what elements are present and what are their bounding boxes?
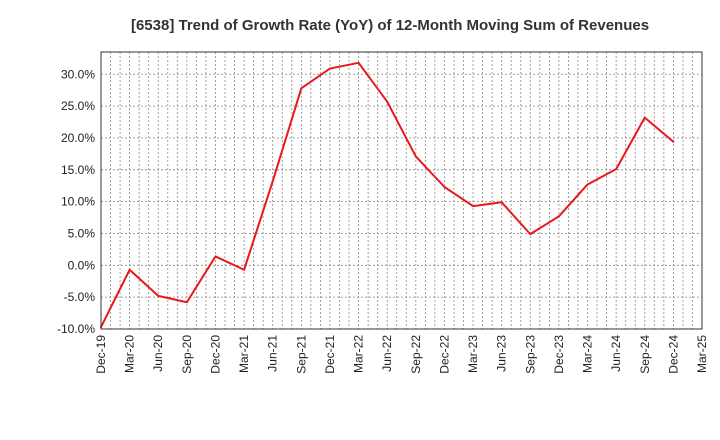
y-tick-label: 5.0% [68, 226, 96, 240]
data-point [672, 140, 675, 143]
x-axis: Dec-19 Mar-20 Jun-20 Sep-20 Dec-20 Mar-21 Jun-… [94, 335, 709, 374]
x-tick-label: Mar-20 [123, 335, 137, 373]
x-tick-label: Sep-21 [294, 335, 308, 374]
x-tick-label: Sep-23 [523, 335, 537, 374]
data-point [443, 185, 446, 188]
x-tick-label: Sep-24 [638, 335, 652, 374]
x-tick-label: Mar-25 [695, 335, 709, 373]
x-tick-label: Jun-24 [609, 335, 623, 372]
y-tick-label: 20.0% [61, 131, 95, 145]
x-tick-label: Dec-21 [323, 335, 337, 374]
chart-title: [6538] Trend of Growth Rate (YoY) of 12-… [131, 17, 649, 34]
data-point [214, 255, 217, 258]
x-tick-label: Dec-20 [208, 335, 222, 374]
x-tick-label: Mar-22 [352, 335, 366, 373]
y-axis: -10.0% -5.0% 0.0% 5.0% 10.0% 15.0% 20.0% 25.0% 3… [57, 67, 95, 336]
x-tick-label: Dec-23 [552, 335, 566, 374]
data-point [386, 100, 389, 103]
plot-frame [100, 51, 703, 330]
data-point [157, 294, 160, 297]
data-point [271, 180, 274, 183]
data-point [529, 233, 532, 236]
grid-lines [101, 52, 702, 330]
data-point [586, 183, 589, 186]
x-tick-label: Dec-24 [666, 335, 680, 374]
y-tick-label: 15.0% [61, 163, 95, 177]
x-tick-label: Jun-20 [151, 335, 165, 372]
y-tick-label: 30.0% [61, 67, 95, 81]
x-tick-label: Mar-24 [581, 335, 595, 373]
y-tick-label: 25.0% [61, 99, 95, 113]
y-tick-label: -10.0% [57, 322, 95, 336]
data-point [243, 268, 246, 271]
data-point [414, 155, 417, 158]
data-point [615, 168, 618, 171]
data-point [328, 67, 331, 70]
data-point [643, 116, 646, 119]
data-point [185, 301, 188, 304]
x-tick-label: Dec-19 [94, 335, 108, 374]
x-tick-label: Sep-22 [409, 335, 423, 374]
x-tick-label: Sep-20 [180, 335, 194, 374]
x-tick-label: Dec-22 [437, 335, 451, 374]
data-point [300, 87, 303, 90]
y-tick-label: 10.0% [61, 195, 95, 209]
x-tick-label: Jun-23 [495, 335, 509, 372]
x-tick-label: Mar-21 [237, 335, 251, 373]
data-point [472, 205, 475, 208]
data-point [557, 215, 560, 218]
data-point [128, 268, 131, 271]
data-point [500, 201, 503, 204]
y-tick-label: 0.0% [68, 258, 96, 272]
x-tick-label: Jun-22 [380, 335, 394, 372]
x-tick-label: Mar-23 [466, 335, 480, 373]
x-tick-label: Jun-21 [266, 335, 280, 372]
y-tick-label: -5.0% [64, 290, 96, 304]
data-point [357, 61, 360, 64]
